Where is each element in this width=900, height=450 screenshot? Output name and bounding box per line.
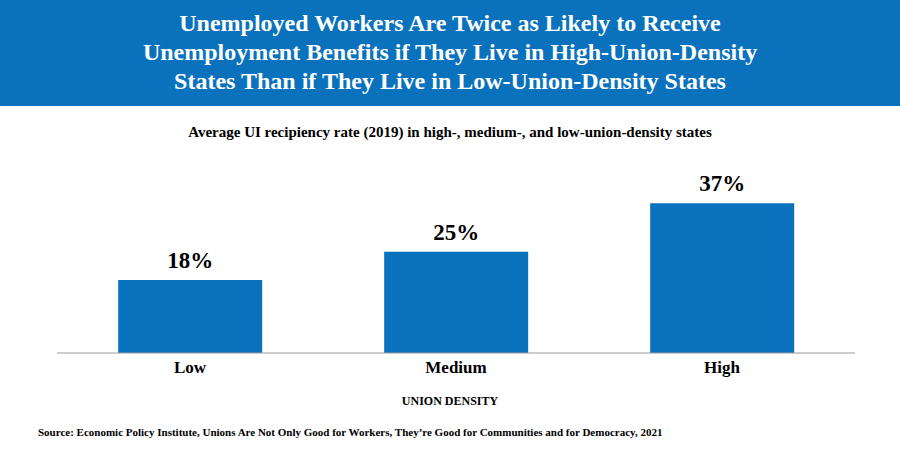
html-text:Average UI recipiency rate (20: Average UI recipiency rate (2019) in hig…: [188, 124, 712, 140]
html-text:Source: Economic Policy Instit: Source: Economic Policy Institute, Union…: [38, 426, 663, 438]
svg-text:Medium: Medium: [425, 358, 486, 377]
html-text:Unemployed Workers Are Twice a: Unemployed Workers Are Twice as Likely t…: [142, 10, 758, 94]
svg-text:Low: Low: [174, 358, 207, 377]
svg-text:37%: 37%: [699, 171, 745, 196]
svg-text:High: High: [704, 358, 740, 377]
svg-text:25%: 25%: [433, 220, 479, 245]
svg-text:18%: 18%: [167, 248, 213, 273]
html-text:UNION DENSITY: UNION DENSITY: [401, 394, 499, 408]
